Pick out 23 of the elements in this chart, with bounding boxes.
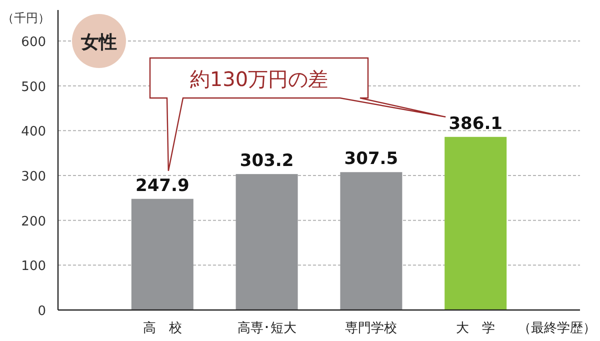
y-axis-title: （千円） (2, 11, 50, 25)
y-tick-label: 300 (21, 170, 46, 184)
y-tick-label: 100 (21, 259, 46, 274)
x-axis-title: （最終学歴） (518, 321, 596, 336)
data-label: 307.5 (344, 149, 398, 170)
x-tick-label: 高専･短大 (237, 320, 296, 336)
y-tick-label: 600 (21, 35, 46, 50)
data-label: 386.1 (448, 114, 502, 134)
annotation: 女性 (80, 32, 117, 53)
y-tick-label: 500 (21, 80, 46, 95)
data-label: 303.2 (240, 151, 294, 172)
y-tick-label: 200 (21, 214, 46, 230)
bar (131, 198, 194, 310)
bar (236, 174, 298, 310)
annotation: 約130万円の差 (190, 67, 328, 91)
data-label: 247.9 (136, 176, 190, 196)
y-tick-label: 400 (21, 124, 46, 140)
x-tick-label: 大 学 (456, 321, 496, 336)
x-tick-label: 専門学校 (345, 321, 398, 336)
bar (444, 136, 507, 310)
y-tick-label: 0 (38, 304, 46, 319)
x-tick-label: 高 校 (142, 320, 182, 336)
bar (340, 172, 402, 310)
